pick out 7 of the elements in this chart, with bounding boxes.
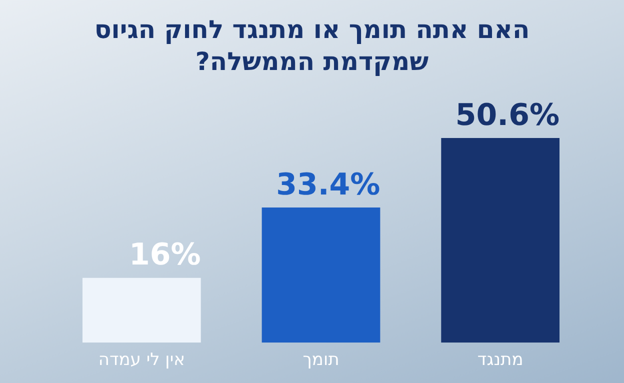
x-tick-label: אין לי עמדה [98, 350, 185, 370]
data-label: 33.4% [276, 167, 380, 202]
data-label: 50.6% [455, 98, 560, 133]
x-tick-label: תומך [302, 350, 340, 370]
data-label: 16% [129, 238, 201, 273]
chart-title: האם אתה תומך או מתנגד לחוק הגיוס שמקדמת הממשלה? [93, 14, 531, 78]
x-tick-label: מתנגד [477, 350, 524, 370]
